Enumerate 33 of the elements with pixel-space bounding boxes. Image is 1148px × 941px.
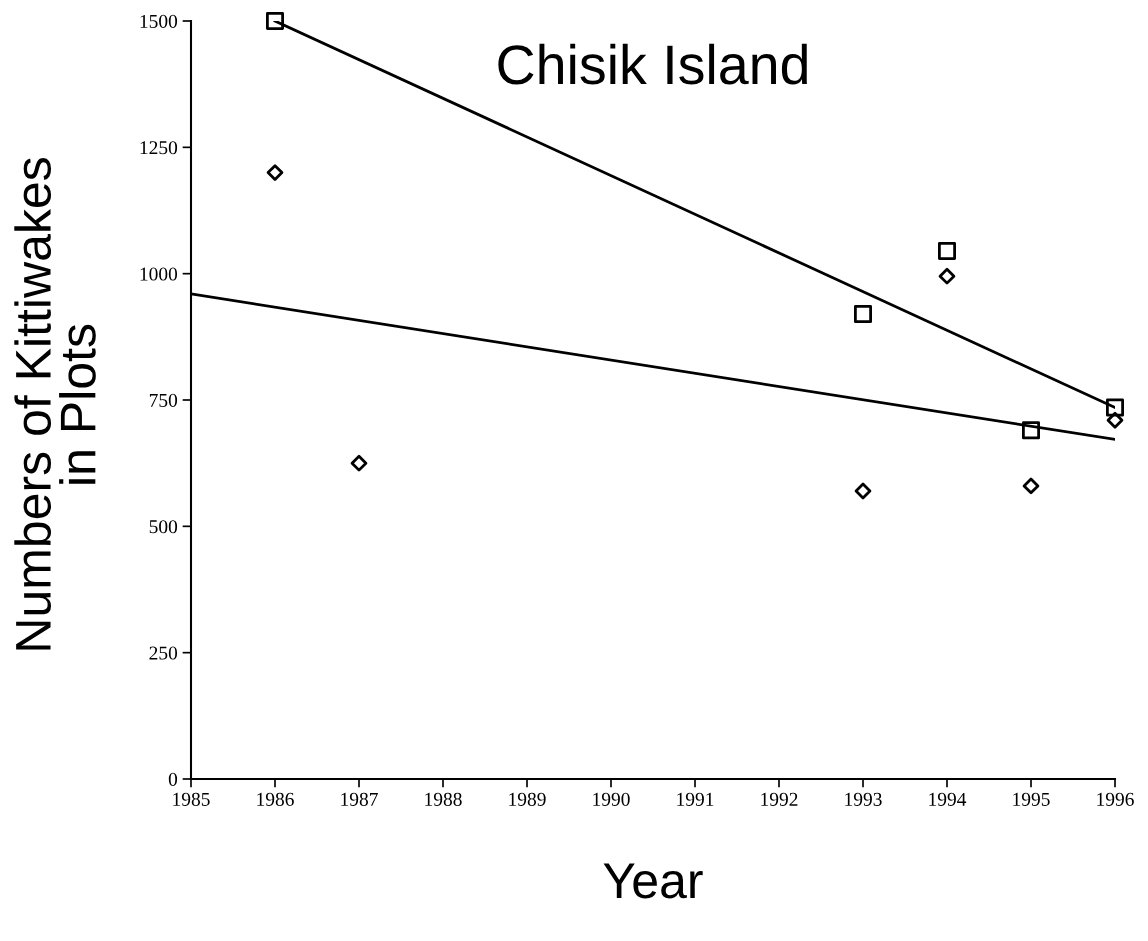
y-tick-label: 1500	[140, 14, 178, 28]
x-tick-label: 1992	[761, 792, 798, 806]
x-tick-label: 1993	[845, 792, 882, 806]
x-tick-label: 1987	[341, 792, 378, 806]
chart-title: Chisik Island	[498, 43, 807, 85]
x-tick-label: 1996	[1097, 792, 1134, 806]
point	[1022, 421, 1040, 440]
x-tick-label: 1989	[509, 792, 546, 806]
point	[266, 164, 284, 181]
point	[854, 305, 872, 324]
point	[266, 12, 284, 30]
x-tick-label: 1988	[425, 792, 462, 806]
point	[350, 454, 368, 472]
y-tick-label: 1000	[140, 267, 178, 281]
x-axis-title: Year	[603, 863, 703, 899]
point	[1106, 398, 1124, 417]
y-tick-label: 250	[149, 646, 178, 660]
y-tick-label: 500	[149, 520, 178, 534]
x-tick-label: 1995	[1013, 792, 1050, 806]
point	[1022, 477, 1040, 495]
x-tick-label: 1985	[173, 792, 210, 806]
x-tick-label: 1994	[929, 792, 967, 806]
point	[854, 482, 872, 500]
y-tick-label: 0	[168, 772, 178, 786]
y-tick-label: 1250	[140, 141, 178, 155]
point	[938, 267, 956, 285]
y-axis-title: Numbers of Kittiwakes in Plots	[14, 158, 96, 650]
x-tick-label: 1986	[257, 792, 294, 806]
y-tick-label: 750	[149, 393, 178, 407]
point	[1106, 411, 1124, 429]
x-tick-label: 1991	[677, 792, 714, 806]
point	[938, 241, 956, 260]
x-tick-label: 1990	[593, 792, 630, 806]
